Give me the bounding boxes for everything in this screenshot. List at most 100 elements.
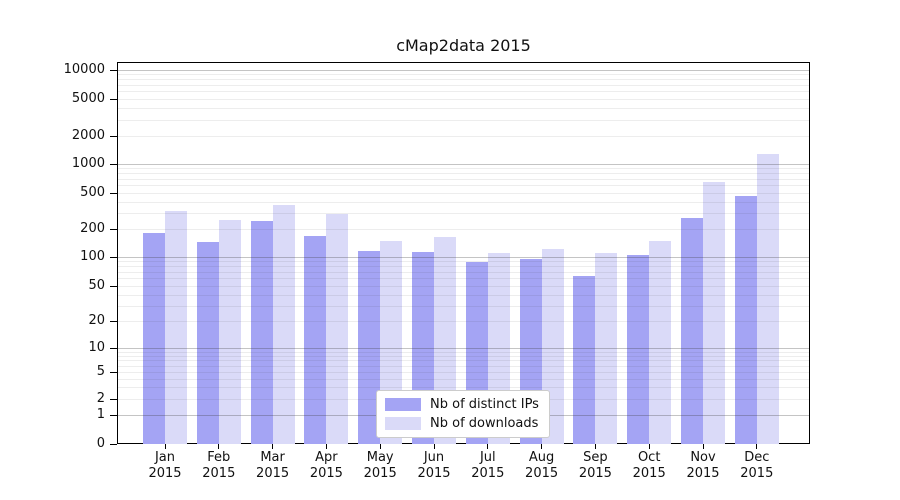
gridline-minor — [118, 360, 809, 362]
y-tick-label: 2000 — [71, 128, 105, 143]
x-tick-label: Sep 2015 — [578, 450, 612, 481]
legend-swatch — [385, 417, 421, 430]
x-tick-label: Mar 2015 — [256, 450, 290, 481]
x-tick-label: Apr 2015 — [309, 450, 343, 481]
x-tick-mark — [648, 444, 650, 449]
gridline-minor — [118, 178, 809, 180]
x-tick-mark — [756, 444, 758, 449]
bar-nb-of-downloads-oct — [649, 240, 672, 444]
gridline-minor — [118, 108, 809, 109]
bar-nb-of-distinct-ips-oct — [627, 255, 650, 444]
gridline-minor — [118, 294, 809, 296]
gridline-minor — [118, 173, 809, 175]
y-tick-label: 5 — [96, 364, 105, 379]
bar-nb-of-downloads-feb — [218, 220, 241, 444]
y-tick-mark — [110, 320, 117, 322]
right-spine — [809, 62, 811, 444]
legend-box: Nb of distinct IPs Nb of downloads — [376, 390, 550, 438]
legend-label: Nb of distinct IPs — [430, 397, 539, 412]
x-tick-label: Dec 2015 — [740, 450, 774, 481]
y-tick-label: 20 — [88, 313, 105, 328]
gridline-major — [118, 257, 809, 258]
bar-nb-of-distinct-ips-apr — [304, 236, 327, 444]
gridline-minor — [118, 266, 809, 268]
gridline-minor — [118, 278, 809, 280]
x-tick-label: Aug 2015 — [525, 450, 559, 481]
chart-title: cMap2data 2015 — [396, 36, 531, 55]
x-tick-mark — [379, 444, 381, 449]
y-tick-label: 1 — [96, 407, 105, 422]
y-tick-mark — [110, 69, 117, 71]
bar-nb-of-downloads-sep — [595, 253, 618, 444]
y-tick-mark — [110, 98, 117, 100]
y-tick-mark — [110, 256, 117, 258]
x-tick-label: Jun 2015 — [417, 450, 451, 481]
gridline-minor — [118, 185, 809, 187]
gridline-minor — [118, 229, 809, 230]
x-tick-mark — [433, 444, 435, 449]
gridline-minor — [118, 79, 809, 81]
gridline-minor — [118, 378, 809, 380]
gridline-major — [118, 348, 809, 349]
x-tick-label: Jan 2015 — [148, 450, 182, 481]
y-tick-label: 500 — [80, 185, 105, 200]
y-tick-label: 1000 — [71, 156, 105, 171]
y-tick-label: 0 — [96, 436, 105, 451]
bar-nb-of-distinct-ips-mar — [250, 221, 273, 444]
bar-nb-of-distinct-ips-feb — [196, 242, 219, 444]
gridline-minor — [118, 271, 809, 273]
x-tick-label: Oct 2015 — [632, 450, 666, 481]
gridline-minor — [118, 261, 809, 263]
gridline-major — [118, 70, 809, 71]
x-tick-label: Feb 2015 — [202, 450, 236, 481]
x-tick-mark — [594, 444, 597, 449]
y-tick-mark — [110, 371, 117, 373]
x-tick-mark — [218, 444, 220, 449]
bar-nb-of-downloads-mar — [272, 205, 295, 444]
gridline-minor — [118, 119, 809, 121]
gridline-minor — [118, 355, 809, 357]
x-tick-mark — [272, 444, 274, 449]
y-tick-mark — [110, 228, 117, 230]
gridline-minor — [118, 99, 809, 100]
x-tick-label: Nov 2015 — [686, 450, 720, 481]
bar-nb-of-downloads-apr — [326, 214, 349, 444]
y-tick-mark — [110, 135, 117, 137]
legend-item: Nb of distinct IPs — [385, 397, 539, 412]
gridline-minor — [118, 305, 809, 307]
bar-nb-of-downloads-dec — [756, 154, 779, 444]
y-tick-label: 5000 — [71, 91, 105, 106]
y-tick-mark — [110, 347, 117, 349]
bar-nb-of-distinct-ips-dec — [734, 196, 757, 444]
y-tick-mark — [110, 414, 117, 416]
bar-nb-of-distinct-ips-sep — [573, 275, 596, 444]
gridline-minor — [118, 136, 809, 137]
bar-nb-of-downloads-nov — [703, 182, 725, 444]
gridline-minor — [118, 351, 809, 353]
gridline-minor — [118, 365, 809, 367]
x-tick-mark — [487, 444, 489, 449]
bar-nb-of-distinct-ips-nov — [681, 217, 703, 444]
legend-label: Nb of downloads — [430, 416, 539, 431]
y-tick-label: 100 — [80, 249, 105, 264]
gridline-minor — [118, 201, 809, 203]
y-tick-label: 2 — [96, 391, 105, 406]
gridline-minor — [118, 286, 809, 287]
x-tick-mark — [702, 444, 704, 449]
y-tick-mark — [110, 192, 117, 194]
y-tick-mark — [110, 443, 117, 445]
gridline-minor — [118, 168, 809, 170]
y-tick-label: 50 — [88, 278, 105, 293]
gridline-minor — [118, 321, 809, 322]
gridline-minor — [118, 91, 809, 93]
bar-nb-of-distinct-ips-jan — [143, 232, 165, 444]
y-tick-mark — [110, 285, 117, 287]
y-tick-mark — [110, 163, 117, 165]
x-tick-label: May 2015 — [363, 450, 397, 481]
x-tick-mark — [541, 444, 543, 449]
x-tick-mark — [164, 444, 166, 449]
legend-item: Nb of downloads — [385, 416, 539, 431]
x-axis-spine — [117, 443, 810, 445]
y-tick-label: 200 — [80, 221, 105, 236]
